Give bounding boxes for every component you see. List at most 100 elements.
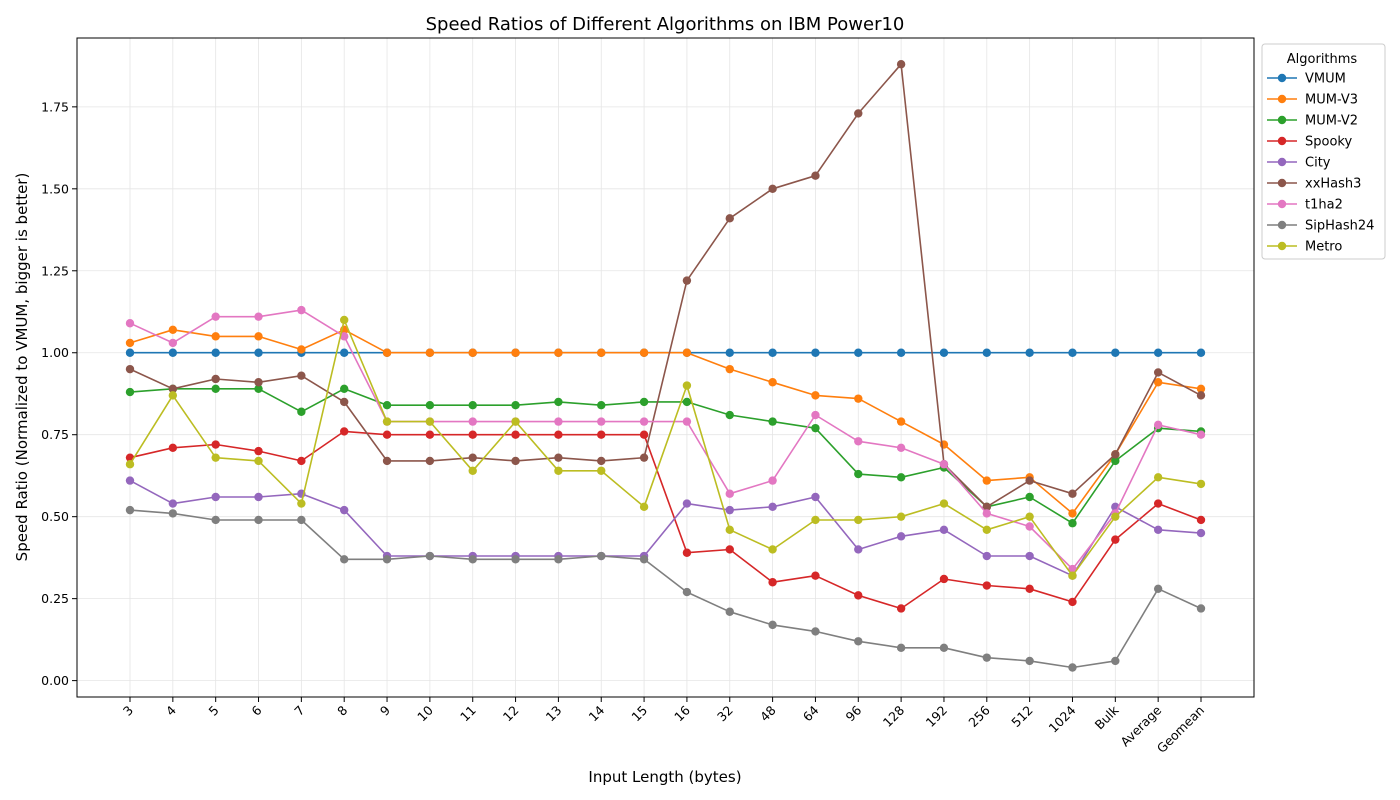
data-point: [468, 401, 477, 410]
legend-marker: [1277, 241, 1287, 251]
data-point: [939, 460, 949, 469]
data-point: [896, 60, 906, 69]
data-point: [1025, 522, 1034, 531]
x-tick-label: Geomean: [1154, 703, 1207, 756]
data-point: [982, 551, 991, 561]
data-point: [811, 410, 820, 420]
data-point: [425, 417, 435, 426]
data-point: [682, 348, 692, 357]
data-point: [125, 364, 135, 374]
data-point: [468, 453, 477, 462]
data-point: [211, 492, 220, 502]
data-point: [211, 440, 220, 449]
data-point: [382, 430, 392, 439]
data-point: [854, 515, 863, 525]
data-point: [125, 387, 135, 397]
data-point: [896, 532, 906, 541]
data-point: [725, 214, 734, 223]
data-point: [125, 348, 135, 357]
legend: Algorithms VMUM MUM-V3 MUM-V2 Spooky City xxH…: [1261, 43, 1386, 260]
data-point: [340, 427, 349, 436]
data-point: [1196, 430, 1206, 439]
x-tick-label: 6: [248, 702, 264, 718]
data-point: [1025, 476, 1034, 485]
series-line: [129, 328, 1202, 515]
data-point: [168, 325, 178, 334]
legend-item-mum-v2: MUM-V2: [1267, 114, 1358, 129]
data-point: [425, 456, 435, 466]
legend-title: Algorithms: [1287, 52, 1358, 67]
data-point: [554, 417, 563, 426]
x-tick-label: 1024: [1045, 702, 1078, 735]
data-point: [1025, 348, 1034, 357]
data-point: [382, 348, 392, 357]
x-tick-label: 128: [880, 702, 908, 730]
data-point: [168, 348, 178, 357]
data-point: [168, 391, 178, 400]
data-point: [254, 378, 263, 387]
data-point: [554, 466, 563, 475]
data-point: [768, 502, 777, 512]
data-point: [1068, 519, 1077, 528]
data-point: [1025, 492, 1034, 502]
data-point: [725, 348, 734, 357]
data-point: [854, 394, 863, 403]
legend-label: MUM-V2: [1305, 114, 1358, 129]
data-point: [382, 555, 392, 564]
data-point: [896, 643, 906, 653]
legend-marker: [1277, 73, 1287, 83]
data-point: [1196, 528, 1206, 538]
series-line: [129, 509, 1202, 669]
data-point: [1111, 450, 1120, 459]
legend-item-metro: Metro: [1267, 240, 1342, 255]
data-point: [297, 345, 306, 354]
data-point: [639, 417, 649, 426]
data-point: [254, 446, 263, 456]
series-line: [129, 387, 1202, 525]
data-point: [511, 348, 520, 357]
data-point: [382, 401, 392, 410]
data-point: [468, 430, 477, 439]
legend-item-mum-v3: MUM-V3: [1267, 93, 1358, 108]
legend-item-city: City: [1267, 156, 1331, 171]
data-point: [1068, 348, 1077, 357]
data-point: [768, 476, 777, 485]
data-point: [939, 525, 949, 534]
data-point: [725, 607, 734, 616]
x-tick-label: 12: [500, 703, 522, 725]
data-point: [340, 505, 349, 515]
data-point: [211, 453, 220, 462]
x-tick-label: 7: [291, 703, 307, 719]
x-axis-title: Input Length (bytes): [588, 768, 741, 786]
series-siphash24: [125, 505, 1206, 672]
y-tick-label: 0.25: [41, 591, 69, 606]
data-point: [468, 417, 477, 426]
x-tick-label: 15: [628, 703, 650, 725]
data-point: [725, 364, 734, 374]
data-point: [1068, 564, 1077, 574]
series-line: [129, 309, 1202, 570]
data-point: [1153, 420, 1163, 430]
data-point: [254, 384, 263, 394]
legend-label: t1ha2: [1305, 198, 1343, 213]
x-tick-label: 14: [586, 702, 608, 724]
data-point: [297, 407, 306, 416]
legend-label: xxHash3: [1305, 177, 1361, 192]
data-point: [811, 348, 820, 357]
legend-label: SipHash24: [1305, 219, 1374, 234]
data-point: [1196, 384, 1206, 394]
legend-item-vmum: VMUM: [1267, 72, 1346, 87]
y-tick-label: 1.50: [41, 181, 69, 196]
series-metro: [125, 315, 1206, 580]
data-point: [597, 551, 606, 561]
data-point: [554, 453, 563, 462]
data-point: [1196, 348, 1206, 357]
data-point: [511, 417, 520, 426]
legend-marker: [1277, 220, 1287, 230]
data-point: [254, 456, 263, 466]
data-point: [939, 574, 949, 584]
legend-label: City: [1305, 156, 1331, 171]
data-point: [254, 348, 263, 357]
data-point: [168, 384, 178, 394]
